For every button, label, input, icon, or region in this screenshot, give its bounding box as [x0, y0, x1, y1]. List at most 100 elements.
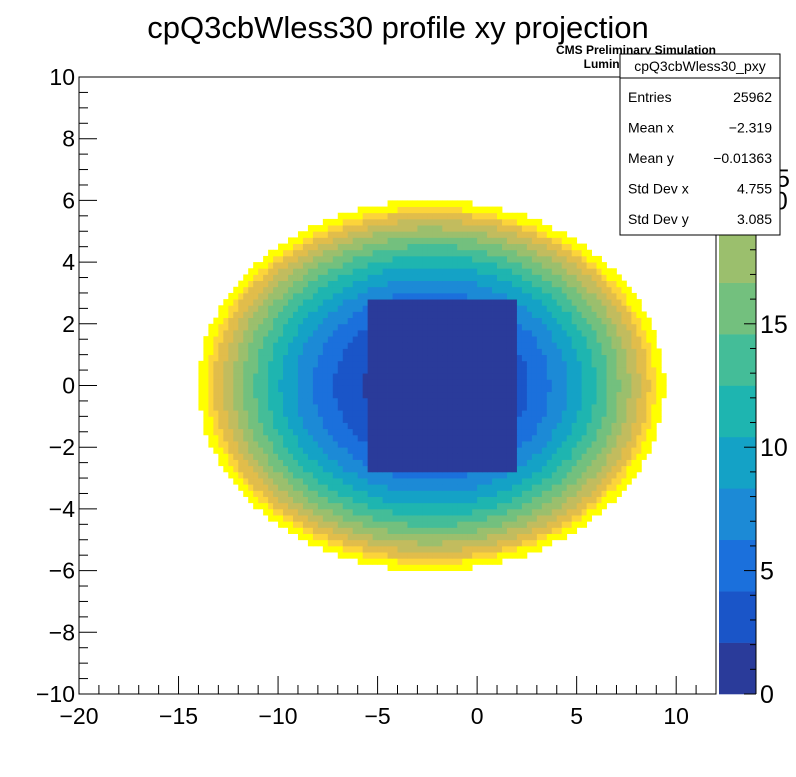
heatmap-cell [586, 329, 592, 337]
heatmap-cell [626, 329, 632, 337]
heatmap-cell [317, 515, 324, 522]
heatmap-cell [397, 317, 403, 325]
heatmap-cell [596, 292, 602, 300]
heatmap-cell [526, 348, 533, 356]
heatmap-cell [511, 299, 518, 306]
heatmap-cell [576, 502, 583, 510]
heatmap-cell [337, 490, 344, 497]
heatmap-cell [556, 249, 563, 257]
heatmap-cell [511, 354, 518, 362]
heatmap-cell [377, 545, 383, 553]
heatmap-cell [596, 471, 602, 479]
heatmap-cell [457, 249, 463, 257]
heatmap-cell [641, 342, 647, 349]
heatmap-cell [228, 373, 234, 380]
heatmap-cell [412, 410, 418, 417]
heatmap-cell [457, 397, 463, 405]
heatmap-cell [258, 274, 264, 282]
heatmap-cell [402, 237, 408, 244]
heatmap-cell [531, 342, 538, 349]
heatmap-cell [322, 231, 329, 238]
heatmap-cell [377, 502, 383, 510]
heatmap-cell [367, 286, 374, 294]
heatmap-cell [337, 428, 344, 436]
heatmap-cell [362, 459, 369, 467]
heatmap-cell [392, 323, 398, 331]
heatmap-cell [412, 539, 418, 547]
heatmap-cell [546, 243, 553, 251]
heatmap-cell [516, 218, 523, 226]
heatmap-cell [362, 434, 369, 442]
heatmap-cell [392, 502, 398, 510]
heatmap-cell [283, 515, 289, 522]
heatmap-cell [397, 471, 403, 479]
heatmap-cell [636, 465, 642, 473]
heatmap-cell [357, 410, 364, 417]
heatmap-cell [546, 434, 553, 442]
heatmap-cell [601, 447, 607, 454]
heatmap-cell [571, 521, 578, 528]
heatmap-cell [307, 379, 314, 386]
heatmap-cell [273, 249, 279, 257]
heatmap-cell [571, 434, 578, 442]
heatmap-cell [616, 305, 622, 312]
heatmap-cell [596, 453, 602, 460]
heatmap-cell [382, 539, 388, 547]
heatmap-cell [497, 212, 503, 220]
heatmap-cell [531, 397, 538, 405]
heatmap-cell [243, 342, 249, 349]
heatmap-cell [337, 268, 344, 275]
heatmap-cell [273, 317, 279, 325]
heatmap-cell [263, 428, 269, 436]
heatmap-cell [556, 397, 563, 405]
heatmap-cell [342, 527, 349, 534]
heatmap-cell [626, 410, 632, 417]
heatmap-cell [457, 274, 463, 282]
heatmap-cell [492, 478, 498, 485]
heatmap-cell [621, 397, 627, 405]
heatmap-cell [551, 299, 558, 306]
heatmap-cell [601, 471, 607, 479]
heatmap-cell [387, 416, 393, 423]
heatmap-cell [297, 348, 304, 356]
heatmap-cell [312, 354, 319, 362]
heatmap-cell [292, 490, 299, 497]
heatmap-cell [307, 348, 314, 356]
heatmap-cell [556, 329, 563, 337]
heatmap-cell [472, 354, 478, 362]
heatmap-cell [511, 323, 518, 331]
heatmap-cell [382, 385, 388, 393]
heatmap-cell [511, 243, 518, 251]
heatmap-cell [238, 404, 244, 411]
heatmap-cell [377, 533, 383, 541]
heatmap-cell [482, 453, 488, 460]
heatmap-cell [203, 336, 209, 343]
heatmap-cell [616, 299, 622, 306]
heatmap-cell [392, 416, 398, 423]
heatmap-cell [442, 484, 448, 491]
heatmap-cell [248, 311, 254, 319]
heatmap-cell [372, 397, 378, 405]
heatmap-cell [571, 286, 578, 294]
heatmap-cell [213, 342, 219, 349]
heatmap-cell [502, 292, 508, 300]
heatmap-cell [422, 434, 428, 442]
heatmap-cell [586, 274, 592, 282]
heatmap-cell [283, 348, 289, 356]
heatmap-cell [626, 465, 632, 473]
heatmap-cell [243, 379, 249, 386]
heatmap-cell [472, 502, 478, 510]
heatmap-cell [372, 422, 378, 430]
heatmap-cell [482, 539, 488, 547]
heatmap-cell [288, 502, 294, 510]
heatmap-cell [392, 206, 398, 214]
heatmap-cell [521, 416, 528, 423]
heatmap-cell [387, 379, 393, 386]
heatmap-cell [422, 317, 428, 325]
heatmap-cell [452, 490, 458, 497]
heatmap-cell [357, 373, 364, 380]
heatmap-cell [412, 490, 418, 497]
heatmap-cell [636, 453, 642, 460]
chart-title: cpQ3cbWless30 profile xy projection [147, 10, 648, 45]
heatmap-cell [606, 453, 612, 460]
